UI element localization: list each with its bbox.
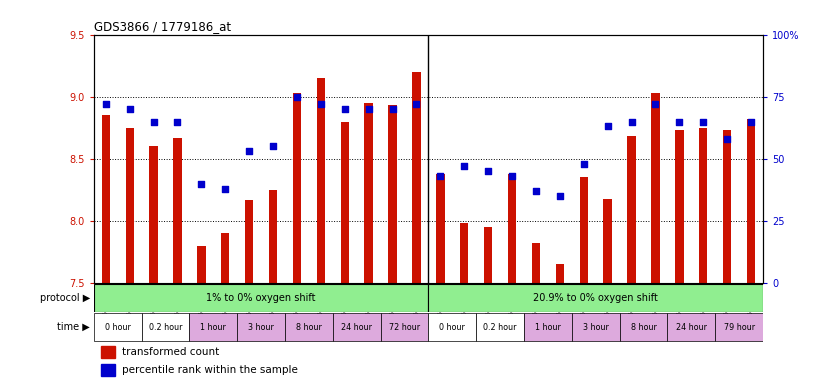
Bar: [604, 199, 612, 283]
Text: 0.2 hour: 0.2 hour: [483, 323, 517, 331]
Point: [481, 168, 494, 174]
Point: [410, 101, 423, 107]
Point: [530, 188, 543, 194]
Bar: [699, 128, 707, 283]
Bar: [365, 103, 373, 283]
Bar: [628, 136, 636, 283]
Point: [100, 101, 113, 107]
Point: [577, 161, 590, 167]
Bar: [380, 313, 428, 341]
Point: [505, 173, 519, 179]
Bar: [285, 313, 333, 341]
Text: 1 hour: 1 hour: [535, 323, 561, 331]
Bar: [477, 313, 524, 341]
Bar: [245, 200, 253, 283]
Point: [697, 118, 710, 124]
Text: 0 hour: 0 hour: [104, 323, 131, 331]
Bar: [317, 78, 325, 283]
Point: [195, 180, 208, 187]
Bar: [100, 364, 115, 376]
Point: [242, 148, 255, 154]
Point: [744, 118, 757, 124]
Bar: [94, 313, 142, 341]
Bar: [572, 313, 619, 341]
Text: 3 hour: 3 hour: [248, 323, 274, 331]
Text: GDS3866 / 1779186_at: GDS3866 / 1779186_at: [94, 20, 231, 33]
Bar: [532, 243, 540, 283]
Point: [338, 106, 351, 112]
Point: [721, 136, 734, 142]
Text: 1% to 0% oxygen shift: 1% to 0% oxygen shift: [206, 293, 316, 303]
Bar: [723, 130, 731, 283]
Text: 8 hour: 8 hour: [296, 323, 322, 331]
Text: time ▶: time ▶: [57, 322, 90, 332]
Bar: [412, 72, 420, 283]
Text: 72 hour: 72 hour: [389, 323, 420, 331]
Bar: [460, 223, 468, 283]
Bar: [508, 174, 517, 283]
Text: 3 hour: 3 hour: [583, 323, 609, 331]
Point: [458, 163, 471, 169]
Bar: [556, 265, 564, 283]
Point: [314, 101, 327, 107]
Bar: [269, 190, 277, 283]
Bar: [333, 313, 380, 341]
Bar: [651, 93, 659, 283]
Bar: [388, 105, 397, 283]
Bar: [747, 119, 755, 283]
Bar: [197, 246, 206, 283]
Point: [267, 143, 280, 149]
Bar: [293, 93, 301, 283]
Bar: [437, 174, 445, 283]
Bar: [428, 313, 477, 341]
Point: [553, 193, 566, 199]
Bar: [428, 284, 763, 312]
Bar: [619, 313, 667, 341]
Point: [434, 173, 447, 179]
Text: 8 hour: 8 hour: [631, 323, 656, 331]
Bar: [715, 313, 763, 341]
Text: 79 hour: 79 hour: [724, 323, 755, 331]
Point: [219, 185, 232, 192]
Bar: [675, 130, 684, 283]
Bar: [149, 146, 157, 283]
Point: [171, 118, 184, 124]
Text: 1 hour: 1 hour: [201, 323, 226, 331]
Point: [123, 106, 136, 112]
Text: 24 hour: 24 hour: [341, 323, 372, 331]
Bar: [340, 121, 349, 283]
Point: [362, 106, 375, 112]
Point: [290, 94, 304, 100]
Text: 0 hour: 0 hour: [439, 323, 465, 331]
Bar: [189, 313, 237, 341]
Bar: [237, 313, 285, 341]
Bar: [100, 346, 115, 358]
Bar: [667, 313, 715, 341]
Bar: [126, 128, 134, 283]
Text: 24 hour: 24 hour: [676, 323, 707, 331]
Point: [386, 106, 399, 112]
Bar: [484, 227, 492, 283]
Text: percentile rank within the sample: percentile rank within the sample: [122, 365, 298, 375]
Bar: [142, 313, 189, 341]
Point: [147, 118, 160, 124]
Text: transformed count: transformed count: [122, 347, 220, 357]
Point: [672, 118, 685, 124]
Text: 20.9% to 0% oxygen shift: 20.9% to 0% oxygen shift: [533, 293, 659, 303]
Text: 0.2 hour: 0.2 hour: [149, 323, 182, 331]
Bar: [94, 284, 428, 312]
Bar: [173, 138, 182, 283]
Point: [625, 118, 638, 124]
Bar: [579, 177, 588, 283]
Bar: [102, 115, 110, 283]
Point: [649, 101, 662, 107]
Bar: [221, 233, 229, 283]
Point: [601, 123, 614, 129]
Text: protocol ▶: protocol ▶: [39, 293, 90, 303]
Bar: [524, 313, 572, 341]
